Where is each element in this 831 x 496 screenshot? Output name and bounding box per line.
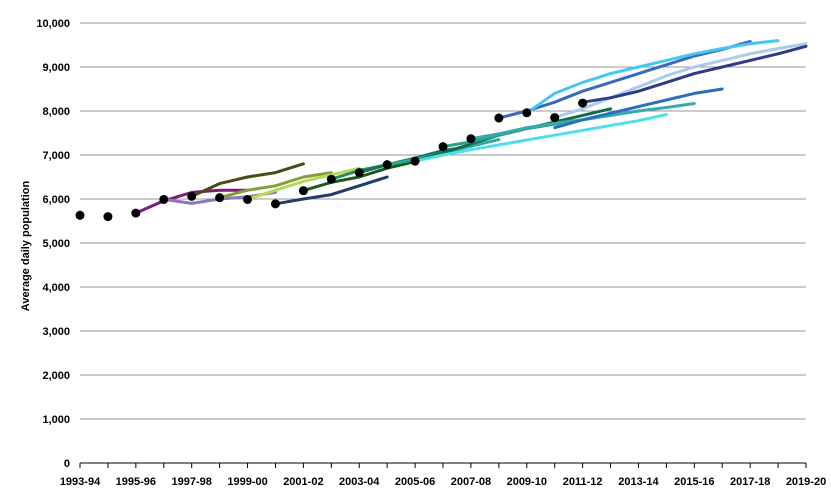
actual-point: [438, 142, 448, 152]
y-tick-label: 0: [64, 458, 70, 470]
actual-point: [131, 208, 141, 218]
y-tick-label: 8,000: [42, 106, 70, 118]
actual-point: [578, 98, 588, 108]
projection-line-19: [581, 44, 808, 104]
projection-line-18: [553, 87, 724, 130]
projection-series: [134, 39, 808, 215]
projection-line-17: [553, 42, 808, 120]
x-axis-tick-labels: 1993-94 1995-96 1997-98 1999-00 2001-02 2003-…: [60, 463, 826, 488]
x-tick-label: 2005-06: [395, 476, 435, 488]
y-tick-label: 5,000: [42, 238, 70, 250]
actual-point: [550, 113, 560, 123]
y-tick-label: 3,000: [42, 326, 70, 338]
actual-point: [215, 193, 225, 203]
actual-point: [494, 113, 504, 123]
actual-population-points: [75, 98, 588, 222]
y-axis-title: Average daily population: [20, 181, 32, 312]
y-tick-label: 10,000: [36, 18, 70, 30]
actual-point: [354, 168, 364, 178]
projection-line-14: [413, 113, 668, 163]
actual-point: [75, 210, 85, 220]
projection-line-3: [190, 162, 305, 198]
x-tick-label: 2003-04: [339, 476, 380, 488]
x-tick-label: 2017-18: [730, 476, 770, 488]
actual-point: [466, 134, 476, 144]
y-axis-tick-labels: 0 1,000 2,000 3,000 4,000 5,000 6,000 7,000 8,00…: [36, 18, 70, 470]
actual-point: [243, 194, 253, 204]
actual-point: [103, 212, 113, 222]
gridlines: [80, 22, 806, 420]
y-tick-label: 9,000: [42, 62, 70, 74]
projection-line-5: [246, 166, 361, 201]
x-tick-label: 2001-02: [283, 476, 323, 488]
actual-point: [187, 191, 197, 201]
projection-line-15: [497, 40, 752, 120]
x-tick-label: 1999-00: [227, 476, 267, 488]
actual-point: [522, 108, 532, 118]
x-tick-label: 1995-96: [116, 476, 156, 488]
actual-point: [159, 194, 169, 204]
x-tick-label: 2011-12: [563, 476, 603, 488]
x-tick-label: 1997-98: [172, 476, 212, 488]
x-tick-label: 2007-08: [451, 476, 491, 488]
y-tick-label: 6,000: [42, 194, 70, 206]
projection-line-16: [525, 39, 780, 115]
actual-point: [410, 156, 420, 166]
y-tick-label: 4,000: [42, 282, 70, 294]
x-tick-label: 1993-94: [60, 476, 101, 488]
projection-line-6: [274, 175, 389, 206]
y-tick-label: 7,000: [42, 150, 70, 162]
x-tick-label: 2015-16: [674, 476, 714, 488]
x-tick-label: 2009-10: [507, 476, 547, 488]
y-tick-label: 1,000: [42, 414, 70, 426]
actual-point: [298, 186, 308, 196]
projection-line-4: [218, 171, 333, 200]
actual-point: [270, 199, 280, 209]
actual-point: [382, 160, 392, 170]
actual-point: [326, 174, 336, 184]
y-tick-label: 2,000: [42, 370, 70, 382]
x-tick-label: 2013-14: [618, 476, 659, 488]
x-tick-label: 2019-20: [786, 476, 826, 488]
